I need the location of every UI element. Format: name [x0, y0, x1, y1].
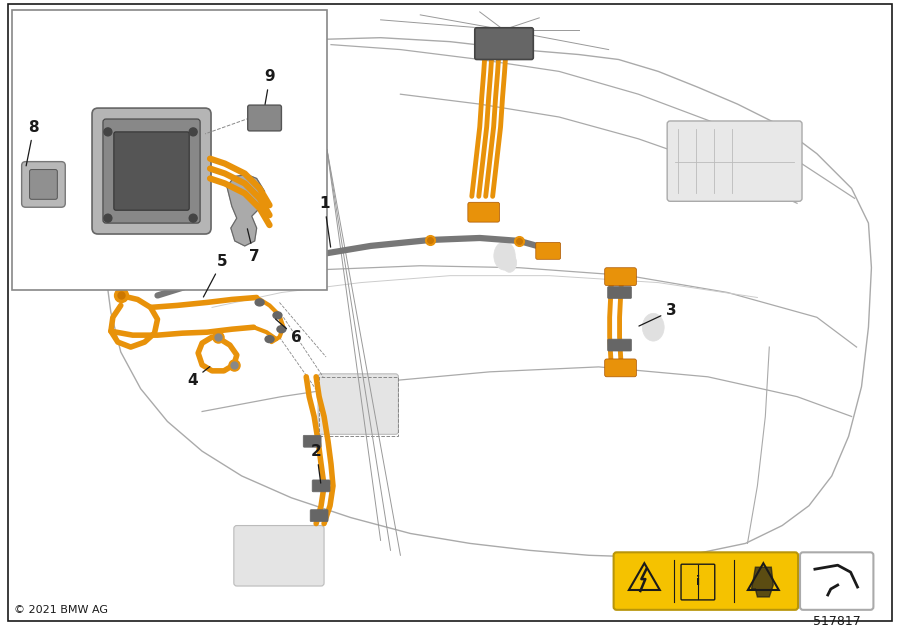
Text: 517817: 517817 [813, 615, 860, 627]
Circle shape [104, 214, 112, 222]
FancyBboxPatch shape [608, 287, 632, 299]
Text: i: i [696, 575, 700, 588]
FancyBboxPatch shape [667, 121, 802, 202]
Ellipse shape [494, 241, 515, 270]
Ellipse shape [256, 299, 264, 306]
Bar [320, 377, 399, 437]
Ellipse shape [266, 336, 274, 343]
Text: 6: 6 [275, 319, 302, 345]
Circle shape [189, 128, 197, 136]
FancyBboxPatch shape [536, 243, 561, 260]
FancyBboxPatch shape [605, 268, 636, 285]
Ellipse shape [277, 326, 286, 333]
FancyBboxPatch shape [310, 510, 328, 522]
Text: 7: 7 [248, 229, 259, 264]
FancyBboxPatch shape [312, 480, 330, 492]
FancyBboxPatch shape [22, 162, 66, 207]
Text: 3: 3 [639, 303, 677, 326]
FancyBboxPatch shape [234, 525, 324, 586]
FancyBboxPatch shape [475, 28, 534, 59]
FancyBboxPatch shape [681, 564, 715, 600]
Circle shape [189, 214, 197, 222]
Ellipse shape [643, 313, 664, 341]
Text: 1: 1 [320, 196, 330, 247]
FancyBboxPatch shape [92, 108, 211, 234]
Circle shape [104, 128, 112, 136]
FancyBboxPatch shape [318, 374, 399, 434]
FancyBboxPatch shape [103, 119, 200, 223]
Text: 4: 4 [187, 367, 210, 387]
FancyBboxPatch shape [303, 435, 321, 447]
Polygon shape [227, 175, 265, 246]
Text: 5: 5 [203, 254, 228, 297]
Text: 2: 2 [311, 444, 322, 483]
FancyBboxPatch shape [468, 202, 500, 222]
FancyBboxPatch shape [30, 169, 58, 199]
FancyBboxPatch shape [614, 553, 798, 610]
Polygon shape [752, 567, 773, 597]
FancyBboxPatch shape [800, 553, 873, 610]
FancyBboxPatch shape [605, 359, 636, 377]
Polygon shape [53, 38, 871, 558]
Bar [12, 10, 327, 290]
Text: 8: 8 [26, 120, 40, 166]
Text: © 2021 BMW AG: © 2021 BMW AG [14, 605, 108, 615]
FancyBboxPatch shape [114, 132, 189, 210]
FancyBboxPatch shape [608, 339, 632, 351]
Ellipse shape [273, 312, 282, 319]
Text: 9: 9 [265, 69, 275, 105]
Ellipse shape [502, 253, 517, 272]
FancyBboxPatch shape [248, 105, 282, 131]
